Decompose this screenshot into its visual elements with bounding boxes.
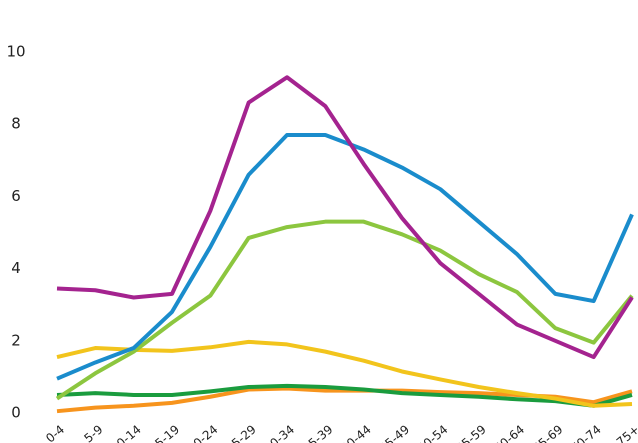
series-line bbox=[55, 219, 634, 401]
series-line bbox=[56, 339, 633, 408]
series-line bbox=[56, 75, 634, 360]
x-tick-label: 50-54 bbox=[415, 422, 451, 443]
series-line bbox=[56, 133, 634, 381]
x-tick-label: 55-59 bbox=[453, 422, 489, 443]
x-tick-label: 15-19 bbox=[146, 422, 182, 443]
x-tick-label: 45-49 bbox=[376, 422, 412, 443]
x-tick-label: 35-39 bbox=[300, 422, 336, 443]
y-tick-label: 2 bbox=[11, 331, 21, 349]
x-tick-label: 75+ bbox=[614, 422, 638, 443]
series-line bbox=[56, 383, 633, 408]
x-tick-label: 70-74 bbox=[568, 422, 604, 443]
x-tick-label: 0-4 bbox=[43, 422, 67, 443]
x-tick-label: 20-24 bbox=[185, 422, 221, 443]
x-tick-label: 10-14 bbox=[108, 422, 144, 443]
y-tick-label: 0 bbox=[11, 404, 21, 422]
y-tick-label: 6 bbox=[11, 187, 21, 205]
x-tick-label: 25-29 bbox=[223, 422, 259, 443]
x-tick-label: 30-34 bbox=[261, 422, 297, 443]
x-tick-label: 40-44 bbox=[338, 422, 374, 443]
x-tick-label: 5-9 bbox=[81, 422, 105, 443]
y-tick-label: 10 bbox=[6, 43, 25, 61]
y-tick-label: 8 bbox=[11, 115, 21, 133]
y-tick-label: 4 bbox=[11, 259, 21, 277]
x-tick-label: 60-64 bbox=[491, 422, 527, 443]
x-tick-label: 65-69 bbox=[530, 422, 566, 443]
